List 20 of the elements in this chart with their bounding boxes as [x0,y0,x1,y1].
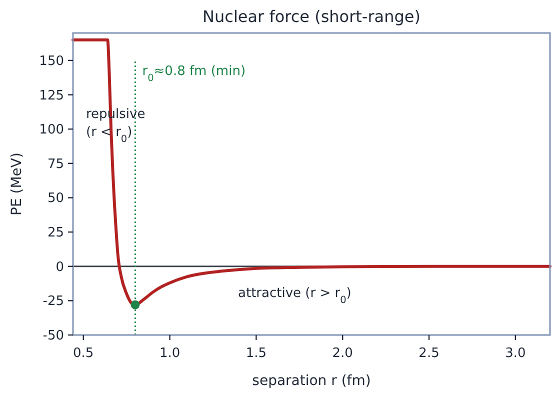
y-tick-label: 50 [47,191,64,206]
y-tick-label: 100 [39,122,64,138]
y-tick-label: -25 [42,294,64,310]
annotation: attractive (r > r$_{0}$) [238,286,352,306]
y-tick-label: 0 [56,260,64,275]
x-tick-label: 1.0 [159,346,180,361]
chart-title: Nuclear force (short-range) [202,7,420,26]
x-axis-title: separation r (fm) [252,373,371,389]
x-tick-label: 0.5 [73,346,94,361]
x-tick-label: 2.0 [332,346,353,361]
x-tick-label: 3.0 [505,346,526,361]
x-tick-label: 1.5 [246,346,267,361]
y-tick-label: 75 [47,156,64,172]
y-axis-title: PE (MeV) [9,152,25,216]
y-tick-label: 125 [39,88,64,104]
ref-line-label: r$_{0}$≈0.8 fm (min) [142,64,246,84]
y-tick-label: 150 [39,54,64,69]
x-tick-label: 2.5 [418,346,440,361]
y-tick-label: 25 [47,226,64,241]
y-tick-label: -50 [42,328,64,344]
